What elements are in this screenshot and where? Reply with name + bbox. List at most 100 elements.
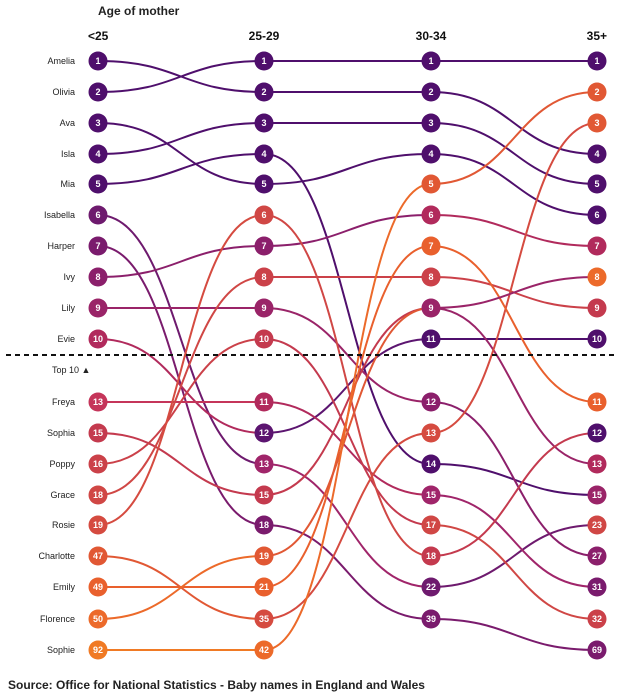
rank-node: 12 (421, 392, 441, 412)
name-label: Sophie (47, 645, 75, 655)
rank-node-circle (587, 609, 607, 629)
rank-node-label: 31 (592, 582, 602, 592)
rank-node-circle (88, 609, 108, 629)
rank-link (430, 276, 598, 309)
rank-node-label: 8 (594, 272, 599, 282)
rank-link (263, 432, 432, 620)
rank-node: 3 (421, 113, 441, 133)
rank-node: 8 (254, 267, 274, 287)
rank-node-circle (88, 236, 108, 256)
rank-node-label: 7 (594, 241, 599, 251)
rank-node-circle (421, 329, 441, 349)
rank-node-circle (88, 174, 108, 194)
rank-node-label: 7 (95, 241, 100, 251)
rank-node: 15 (421, 485, 441, 505)
name-label: Poppy (49, 459, 75, 469)
rank-node-label: 15 (592, 490, 602, 500)
rank-link (263, 183, 432, 651)
rank-node: 23 (587, 515, 607, 535)
rank-link (430, 214, 598, 247)
rank-node: 2 (587, 82, 607, 102)
rank-node-circle (88, 392, 108, 412)
age-group-label: 25-29 (249, 29, 280, 43)
rank-node-circle (254, 329, 274, 349)
rank-node-circle (421, 113, 441, 133)
rank-node-circle (254, 205, 274, 225)
rank-node-label: 27 (592, 551, 602, 561)
rank-node-circle (587, 298, 607, 318)
rank-node-label: 6 (261, 210, 266, 220)
rank-link (430, 122, 598, 434)
rank-node-label: 10 (93, 334, 103, 344)
rank-node-label: 2 (594, 87, 599, 97)
name-label: Freya (52, 397, 75, 407)
rank-node-label: 13 (93, 397, 103, 407)
rank-node-circle (88, 267, 108, 287)
rank-node-circle (421, 546, 441, 566)
rank-node: 39 (421, 609, 441, 629)
rank-node-label: 18 (426, 551, 436, 561)
rank-node: 18 (88, 485, 108, 505)
rank-node-label: 9 (95, 303, 100, 313)
rank-node-label: 12 (592, 428, 602, 438)
rank-node-circle (254, 640, 274, 660)
rank-node: 15 (88, 423, 108, 443)
rank-node-label: 2 (95, 87, 100, 97)
rank-link (430, 307, 598, 465)
rank-node-circle (587, 546, 607, 566)
rank-node-circle (88, 423, 108, 443)
age-group-label: 35+ (587, 29, 607, 43)
rank-node: 19 (254, 546, 274, 566)
rank-node-label: 7 (261, 241, 266, 251)
rank-node-label: 8 (95, 272, 100, 282)
rank-node-label: 12 (426, 397, 436, 407)
rank-node-circle (254, 298, 274, 318)
rank-node-circle (88, 515, 108, 535)
rank-node: 13 (587, 454, 607, 474)
rank-link (430, 524, 598, 620)
rank-node-circle (421, 392, 441, 412)
name-label: Mia (60, 179, 75, 189)
rank-node-circle (254, 144, 274, 164)
rank-node-circle (421, 174, 441, 194)
rank-link (263, 153, 432, 185)
rank-node: 6 (88, 205, 108, 225)
rank-node-circle (587, 485, 607, 505)
rank-node-circle (421, 577, 441, 597)
rank-node: 17 (421, 515, 441, 535)
rank-node-label: 13 (259, 459, 269, 469)
rank-node: 32 (587, 609, 607, 629)
rank-node-circle (587, 82, 607, 102)
rank-node-label: 13 (592, 459, 602, 469)
rank-node-label: 8 (261, 272, 266, 282)
rank-node-label: 32 (592, 614, 602, 624)
rank-node-label: 12 (259, 428, 269, 438)
rank-node-label: 16 (93, 459, 103, 469)
rank-node-circle (254, 236, 274, 256)
rank-node: 4 (587, 144, 607, 164)
rank-link (263, 401, 432, 496)
rank-node: 31 (587, 577, 607, 597)
rank-link (97, 338, 265, 465)
rank-node-circle (254, 392, 274, 412)
rank-node-circle (254, 577, 274, 597)
rank-node-label: 92 (93, 645, 103, 655)
rank-node-label: 9 (428, 303, 433, 313)
rank-node-circle (88, 144, 108, 164)
rank-node-circle (587, 392, 607, 412)
name-label: Isabella (44, 210, 75, 220)
rank-node-label: 35 (259, 614, 269, 624)
rank-node-label: 18 (93, 490, 103, 500)
name-label: Rosie (52, 520, 75, 530)
rank-node-circle (587, 205, 607, 225)
rank-node: 35 (254, 609, 274, 629)
rank-node: 19 (88, 515, 108, 535)
rank-node-label: 5 (594, 179, 599, 189)
age-group-label: 30-34 (416, 29, 447, 43)
rank-node: 11 (254, 392, 274, 412)
rank-node-label: 15 (426, 490, 436, 500)
rank-node-circle (254, 82, 274, 102)
rank-node-label: 50 (93, 614, 103, 624)
rank-node: 21 (254, 577, 274, 597)
rank-node-circle (254, 51, 274, 71)
